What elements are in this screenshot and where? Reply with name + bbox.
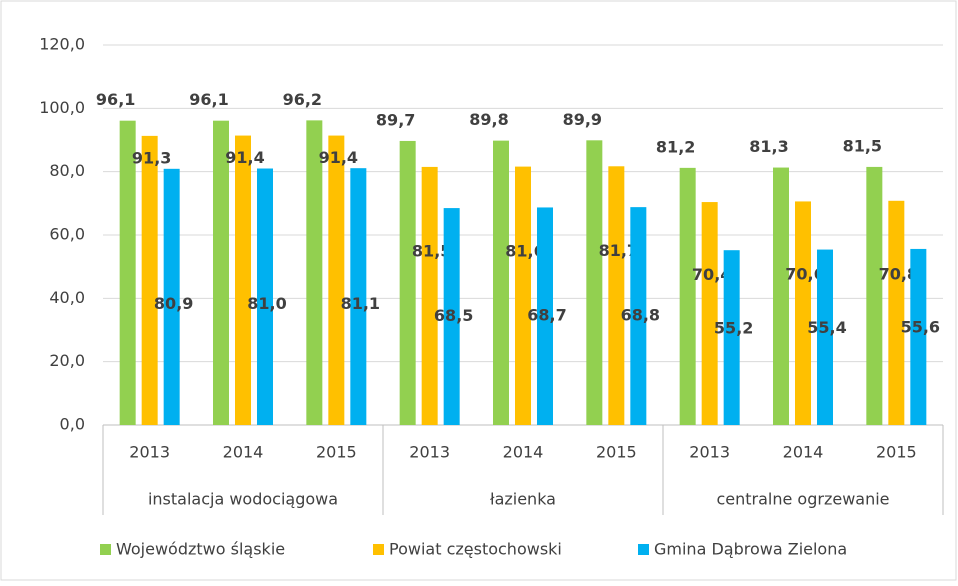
x-tick-label: 2015 <box>316 443 357 462</box>
data-label: 68,5 <box>434 306 473 325</box>
legend-label: Województwo śląskie <box>116 540 285 559</box>
bar <box>817 249 833 425</box>
legend-label: Powiat częstochowski <box>389 540 562 559</box>
bar <box>515 166 531 425</box>
data-label: 81,2 <box>656 137 695 156</box>
bar <box>421 166 438 425</box>
bar <box>795 201 811 425</box>
data-label: 70,6 <box>785 265 824 284</box>
data-label: 68,7 <box>527 306 566 325</box>
data-label: 55,4 <box>807 318 846 337</box>
legend-label: Gmina Dąbrowa Zielona <box>654 540 847 559</box>
x-tick-label: 2015 <box>596 443 637 462</box>
bar <box>399 140 416 425</box>
bar <box>306 120 323 425</box>
y-tick-label: 20,0 <box>49 351 85 370</box>
data-label: 89,9 <box>563 110 602 129</box>
y-tick-label: 120,0 <box>39 35 85 54</box>
data-label: 81,1 <box>341 294 380 313</box>
legend-swatch <box>638 544 649 555</box>
group-label: instalacja wodociągowa <box>148 490 338 509</box>
bar <box>213 120 229 425</box>
data-label: 91,4 <box>319 148 358 167</box>
bar <box>773 167 789 426</box>
data-label: 91,3 <box>132 149 171 168</box>
data-label: 81,6 <box>505 241 544 260</box>
bar <box>723 250 740 425</box>
data-label: 81,0 <box>247 294 286 313</box>
bar <box>493 140 509 425</box>
bar <box>163 168 180 426</box>
y-tick-label: 40,0 <box>49 288 85 307</box>
data-label: 55,6 <box>901 318 940 337</box>
legend-swatch <box>373 544 384 555</box>
bar <box>888 200 905 425</box>
bar <box>443 208 460 425</box>
x-tick-label: 2013 <box>409 443 450 462</box>
x-tick-label: 2015 <box>876 443 917 462</box>
y-tick-label: 60,0 <box>49 225 85 244</box>
data-label: 96,2 <box>283 90 322 109</box>
data-label: 81,5 <box>412 242 451 261</box>
data-label: 81,7 <box>599 241 638 260</box>
group-label: łazienka <box>490 490 556 509</box>
data-label: 89,7 <box>376 110 415 129</box>
data-label: 70,4 <box>692 265 731 284</box>
bar <box>257 168 273 425</box>
y-tick-label: 80,0 <box>49 161 85 180</box>
x-tick-label: 2013 <box>129 443 170 462</box>
bar <box>910 248 927 425</box>
data-label: 96,1 <box>189 90 228 109</box>
bar <box>141 135 158 425</box>
x-tick-label: 2014 <box>783 443 824 462</box>
bar <box>608 166 625 426</box>
bar <box>701 202 718 425</box>
bar <box>866 166 883 425</box>
data-label: 80,9 <box>154 294 193 313</box>
bar <box>537 207 553 425</box>
bar <box>679 167 696 425</box>
x-tick-label: 2014 <box>503 443 544 462</box>
y-tick-label: 0,0 <box>60 415 85 434</box>
bar <box>235 135 251 426</box>
data-label: 70,8 <box>879 264 918 283</box>
bar <box>586 140 603 426</box>
bar <box>630 207 647 425</box>
data-label: 55,2 <box>714 318 753 337</box>
x-tick-label: 2013 <box>689 443 730 462</box>
bar <box>119 120 136 425</box>
data-label: 81,5 <box>843 136 882 155</box>
y-tick-label: 100,0 <box>39 98 85 117</box>
data-label: 89,8 <box>469 110 508 129</box>
data-label: 96,1 <box>96 90 135 109</box>
bar <box>350 168 367 425</box>
x-tick-label: 2014 <box>223 443 264 462</box>
bar <box>328 135 345 426</box>
data-label: 68,8 <box>621 306 660 325</box>
group-label: centralne ogrzewanie <box>716 490 889 509</box>
data-label: 81,3 <box>749 137 788 156</box>
legend-swatch <box>100 544 111 555</box>
data-label: 91,4 <box>225 148 264 167</box>
